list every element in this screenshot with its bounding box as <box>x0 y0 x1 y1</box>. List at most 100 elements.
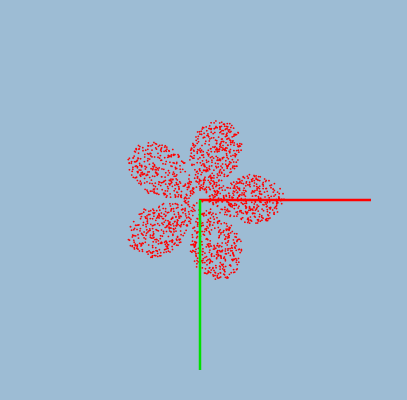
point <box>236 211 239 213</box>
point <box>169 182 172 185</box>
point <box>208 262 211 265</box>
point <box>235 165 238 168</box>
point <box>268 200 271 203</box>
point <box>222 194 225 197</box>
point <box>134 224 137 227</box>
point <box>156 192 158 195</box>
point <box>225 141 227 144</box>
point <box>161 168 163 170</box>
point <box>153 254 156 257</box>
point <box>240 218 243 221</box>
point <box>205 255 208 258</box>
point <box>176 222 179 225</box>
point <box>157 243 160 245</box>
point <box>206 225 208 228</box>
point <box>164 219 167 222</box>
point <box>227 210 230 213</box>
point <box>229 139 232 142</box>
point <box>240 143 243 146</box>
point <box>195 255 198 258</box>
point <box>134 244 137 247</box>
point <box>164 243 167 246</box>
point <box>210 137 213 139</box>
point <box>154 219 157 222</box>
point <box>206 237 208 240</box>
point <box>227 203 230 206</box>
point <box>175 167 178 170</box>
point <box>189 159 191 161</box>
point <box>239 142 241 145</box>
point <box>170 208 173 211</box>
point <box>176 236 179 239</box>
point <box>159 234 162 237</box>
point <box>157 169 160 171</box>
point <box>253 203 256 205</box>
point <box>186 186 189 189</box>
point <box>194 241 197 244</box>
point <box>220 179 223 182</box>
point <box>150 256 152 259</box>
point <box>234 152 237 155</box>
point <box>156 252 159 255</box>
point <box>131 245 134 248</box>
point <box>147 157 149 160</box>
point <box>214 247 217 250</box>
point <box>221 201 224 203</box>
point <box>144 238 147 240</box>
point <box>133 248 136 250</box>
point <box>161 144 164 147</box>
point <box>206 134 208 137</box>
point <box>169 205 172 207</box>
point <box>232 192 234 195</box>
point <box>171 217 173 220</box>
point <box>218 122 221 124</box>
point <box>164 171 167 174</box>
point <box>205 259 208 262</box>
point <box>175 215 177 218</box>
point <box>248 206 251 209</box>
point <box>194 168 196 171</box>
point <box>178 180 181 183</box>
point <box>208 246 210 248</box>
point <box>144 149 147 152</box>
point <box>151 217 154 220</box>
point <box>170 231 173 233</box>
point <box>230 171 233 173</box>
point <box>213 127 216 130</box>
point <box>194 144 197 147</box>
point <box>216 148 219 151</box>
point <box>138 182 140 185</box>
point <box>220 140 223 143</box>
point <box>223 169 225 172</box>
point <box>145 174 148 177</box>
point <box>209 195 211 197</box>
point <box>174 175 177 178</box>
point <box>133 155 136 158</box>
point <box>218 159 220 162</box>
point <box>182 211 184 214</box>
point <box>218 184 221 187</box>
point <box>187 186 190 189</box>
point <box>201 126 204 129</box>
point <box>229 126 232 129</box>
point <box>228 226 231 229</box>
point <box>219 268 222 270</box>
point <box>270 184 273 186</box>
point <box>212 146 214 148</box>
point <box>185 202 188 204</box>
point <box>150 145 152 147</box>
point <box>238 194 240 197</box>
point <box>262 187 264 190</box>
point <box>153 215 155 218</box>
point <box>269 217 271 219</box>
point <box>213 255 216 257</box>
point <box>209 220 212 223</box>
point <box>233 142 236 144</box>
point <box>202 247 204 250</box>
point <box>211 159 213 162</box>
point <box>171 203 174 206</box>
point <box>197 252 200 255</box>
point <box>195 186 198 189</box>
